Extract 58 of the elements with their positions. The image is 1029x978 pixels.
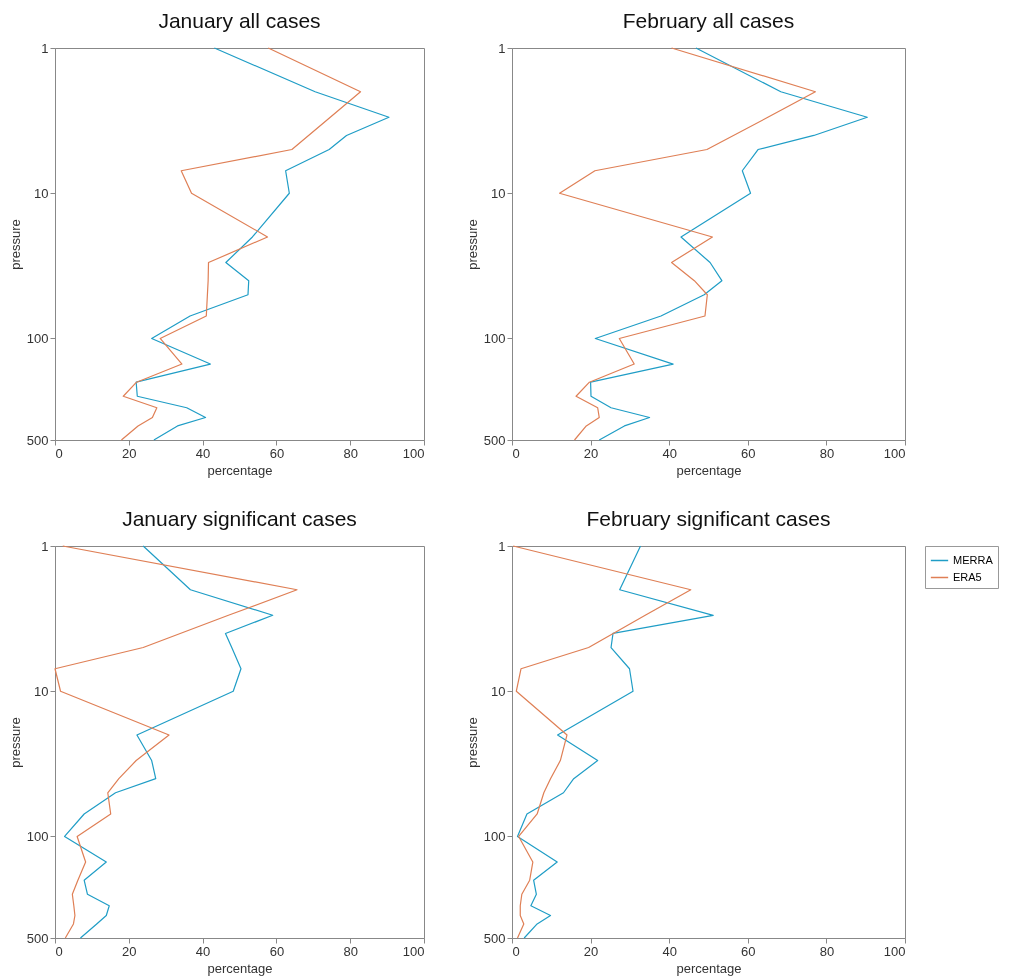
y-tick-label: 100 (26, 828, 49, 844)
chart-title: February all cases (622, 9, 795, 32)
x-tick-label: 40 (662, 943, 677, 959)
x-axis-title: percentage (676, 960, 742, 976)
x-axis-title: percentage (676, 462, 742, 478)
y-tick-label: 100 (26, 330, 49, 346)
x-tick-label: 60 (741, 943, 756, 959)
y-tick-label: 10 (491, 185, 506, 201)
y-axis-title: pressure (464, 717, 480, 768)
y-axis-title: pressure (7, 219, 23, 270)
x-tick-label: 60 (269, 445, 285, 461)
x-tick-label: 100 (883, 445, 906, 461)
x-tick-label: 80 (819, 445, 835, 461)
chart-title: February significant cases (586, 507, 831, 530)
x-tick-label: 40 (195, 943, 211, 959)
y-tick-label: 1 (41, 538, 49, 554)
y-axis-title: pressure (464, 219, 480, 270)
x-tick-label: 80 (819, 943, 835, 959)
legend-label: ERA5 (953, 570, 982, 583)
line-series (590, 47, 868, 441)
x-tick-label: 60 (741, 445, 756, 461)
x-tick-label: 20 (583, 445, 599, 461)
x-tick-label: 80 (343, 943, 358, 959)
y-tick-label: 10 (34, 185, 49, 201)
x-tick-label: 0 (55, 445, 63, 461)
line-series (120, 47, 362, 441)
x-tick-label: 100 (402, 445, 425, 461)
y-tick-label: 100 (483, 828, 506, 844)
y-axis-title: pressure (7, 717, 23, 768)
chart-title: January all cases (158, 9, 321, 32)
y-tick-label: 500 (26, 432, 49, 448)
y-tick-label: 500 (26, 930, 49, 946)
x-tick-label: 60 (269, 943, 285, 959)
x-tick-label: 80 (343, 445, 358, 461)
x-tick-label: 20 (583, 943, 599, 959)
y-tick-label: 100 (483, 330, 506, 346)
x-tick-label: 0 (512, 943, 520, 959)
x-tick-label: 40 (195, 445, 211, 461)
y-tick-label: 500 (483, 432, 506, 448)
x-tick-label: 20 (122, 445, 137, 461)
x-tick-label: 40 (662, 445, 677, 461)
x-axis-title: percentage (207, 462, 273, 478)
y-tick-label: 500 (483, 930, 506, 946)
x-tick-label: 0 (55, 943, 63, 959)
x-tick-label: 0 (512, 445, 520, 461)
y-tick-label: 1 (498, 40, 506, 56)
line-series (558, 47, 816, 441)
legend-label: MERRA (953, 553, 994, 566)
y-tick-label: 10 (491, 683, 506, 699)
y-tick-label: 1 (41, 40, 49, 56)
y-tick-label: 1 (498, 538, 506, 554)
line-series (135, 47, 390, 441)
x-axis-title: percentage (207, 960, 273, 976)
x-tick-label: 100 (883, 943, 906, 959)
x-tick-label: 20 (122, 943, 137, 959)
x-tick-label: 100 (402, 943, 425, 959)
chart-title: January significant cases (122, 507, 357, 530)
y-tick-label: 10 (34, 683, 49, 699)
